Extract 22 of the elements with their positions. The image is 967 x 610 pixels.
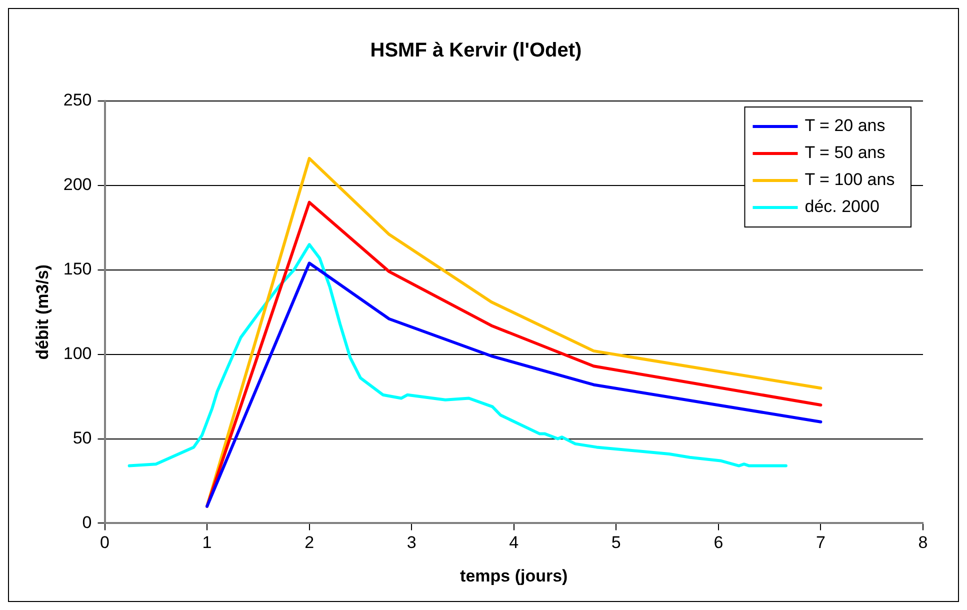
- y-tick-label: 100: [63, 344, 92, 364]
- x-tick-label: 2: [304, 533, 314, 552]
- x-tick-label: 5: [611, 533, 621, 552]
- x-tick-label: 6: [714, 533, 724, 552]
- y-tick-label: 50: [72, 428, 92, 448]
- y-tick-label: 200: [63, 175, 92, 194]
- legend-label: T = 20 ans: [804, 116, 886, 136]
- y-axis-title: débit (m3/s): [32, 264, 52, 360]
- x-tick-label: 7: [816, 533, 826, 552]
- x-axis-title: temps (jours): [460, 566, 568, 586]
- legend-label: déc. 2000: [804, 197, 880, 216]
- x-tick-label: 4: [509, 533, 519, 552]
- y-tick-label: 250: [63, 90, 92, 110]
- x-tick-label: 0: [100, 533, 110, 552]
- y-tick-label: 0: [82, 512, 92, 532]
- legend-label: T = 50 ans: [804, 143, 886, 162]
- legend-label: T = 100 ans: [804, 170, 895, 190]
- x-tick-label: 3: [406, 533, 416, 552]
- chart-title: HSMF à Kervir (l'Odet): [370, 40, 582, 62]
- x-tick-label: 8: [918, 533, 928, 552]
- y-tick-label: 150: [63, 260, 92, 279]
- x-tick-label: 1: [202, 533, 212, 552]
